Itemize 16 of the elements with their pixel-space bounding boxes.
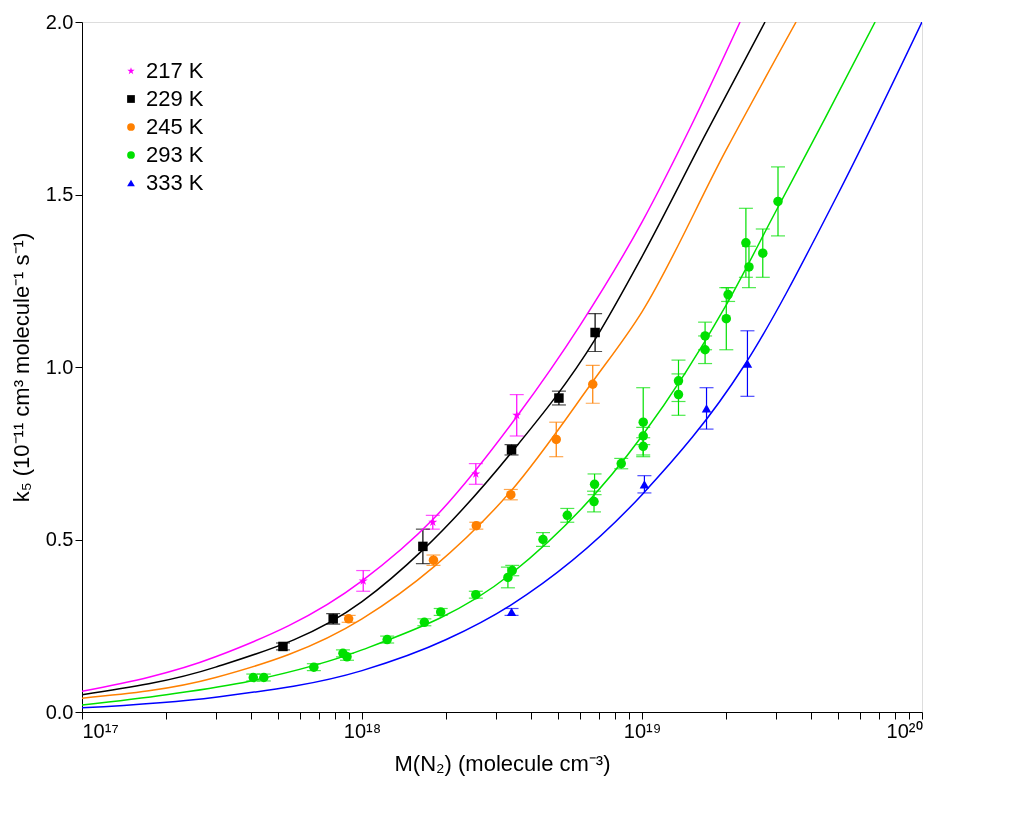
- y-tick-label: 1.0: [45, 355, 74, 378]
- x-tick-label: 10¹⁸: [343, 719, 382, 742]
- legend-label: 229 K: [146, 86, 204, 111]
- x-axis-title: M(N₂) (molecule cm⁻³): [394, 750, 611, 776]
- y-axis-title: k₅ (10⁻¹¹ cm³ molecule⁻¹ s⁻¹): [8, 232, 34, 503]
- legend-label: 245 K: [146, 114, 204, 139]
- x-tick-label: 10¹⁷: [82, 719, 119, 742]
- x-tick-label: 10¹⁹: [623, 719, 662, 742]
- legend-label: 293 K: [146, 142, 204, 167]
- legend-label: 333 K: [146, 170, 204, 195]
- y-tick-label: 0.5: [45, 528, 74, 550]
- y-tick-label: 2.0: [45, 10, 74, 33]
- legend-label: 217 K: [146, 58, 204, 83]
- y-tick-label: 1.5: [45, 183, 74, 205]
- x-tick-label: 10²⁰: [886, 719, 923, 742]
- y-tick-label: 0.0: [45, 700, 74, 723]
